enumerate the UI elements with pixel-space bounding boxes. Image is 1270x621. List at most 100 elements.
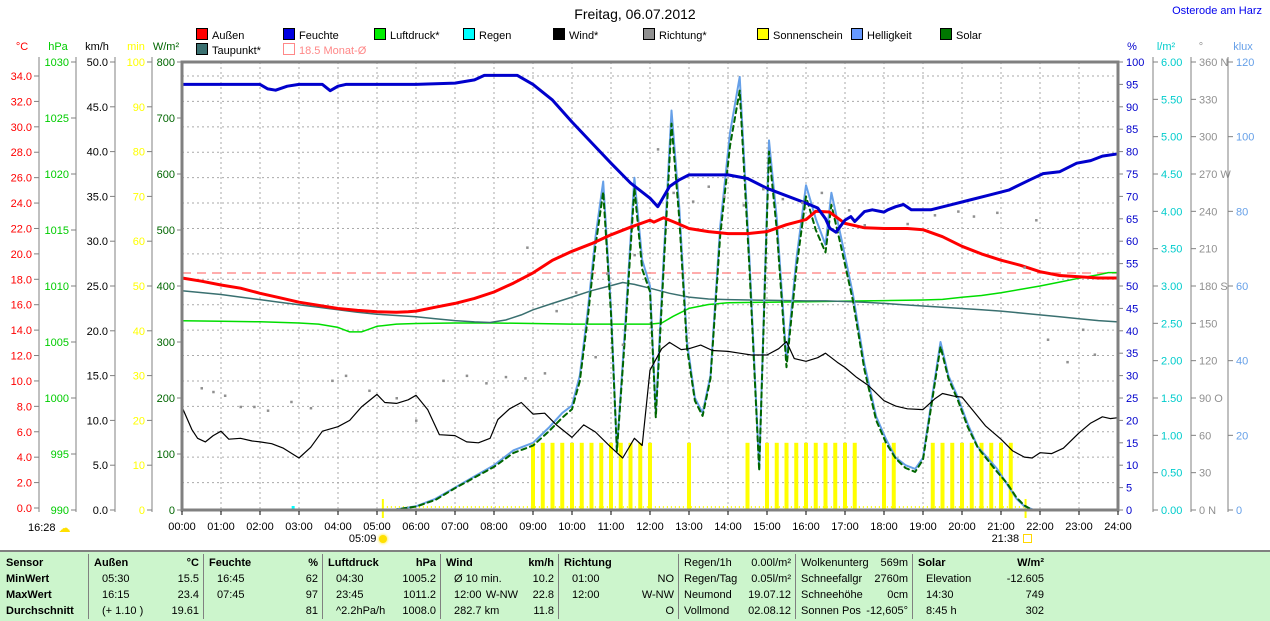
legend-label: Wind*: [569, 30, 599, 42]
weather-chart: °C 0.0 2.0 4.0 6.0 8.0 10.0 12.0 14.0 16.0 18.0 20.…: [11, 41, 1255, 533]
svg-text:100: 100: [157, 449, 175, 461]
svg-text:240: 240: [1199, 206, 1217, 218]
svg-text:°C: °C: [16, 41, 28, 53]
table-separator: [322, 554, 323, 619]
stat-value: 10.2: [532, 573, 554, 585]
stat-value: 62: [305, 573, 318, 585]
svg-text:3.50: 3.50: [1161, 244, 1182, 256]
svg-text:2.0: 2.0: [17, 478, 32, 490]
legend-label: Taupunkt*: [212, 45, 261, 57]
svg-text:06:00: 06:00: [402, 521, 430, 533]
svg-text:18.0: 18.0: [11, 274, 32, 286]
svg-text:300: 300: [1199, 132, 1217, 144]
svg-text:15:00: 15:00: [753, 521, 781, 533]
legend-swatch: [196, 43, 208, 55]
svg-text:15.0: 15.0: [87, 371, 108, 383]
stat-label: Schneehöhe: [801, 589, 863, 601]
svg-text:°: °: [1199, 41, 1203, 53]
svg-text:180 S: 180 S: [1199, 281, 1228, 293]
svg-text:210: 210: [1199, 244, 1217, 256]
stat-label: Regen/1h: [684, 557, 732, 569]
column-header: Solar: [918, 557, 946, 569]
stat-value: 19.61: [171, 605, 199, 617]
stat-time: 04:30: [336, 573, 364, 585]
stat-time: (+ 1.10 ): [102, 605, 144, 617]
svg-text:60: 60: [1126, 236, 1138, 248]
svg-text:0: 0: [1126, 505, 1132, 517]
svg-text:40: 40: [133, 326, 145, 338]
svg-text:1015: 1015: [45, 225, 69, 237]
stat-value: 569m: [880, 557, 908, 569]
stat-label: Sonnen Pos: [801, 605, 861, 617]
svg-text:120: 120: [1199, 356, 1217, 368]
svg-text:22.0: 22.0: [11, 223, 32, 235]
legend-swatch: [851, 28, 863, 40]
column-unit: W/m²: [1017, 557, 1044, 569]
svg-text:4.0: 4.0: [17, 452, 32, 464]
svg-text:19:00: 19:00: [909, 521, 937, 533]
svg-text:1.00: 1.00: [1161, 430, 1182, 442]
stat-value: W-NW: [641, 589, 674, 601]
series-feuchte: [180, 73, 1120, 234]
svg-text:500: 500: [157, 225, 175, 237]
svg-text:04:00: 04:00: [324, 521, 352, 533]
stat-value: 97: [305, 589, 318, 601]
svg-text:17:00: 17:00: [831, 521, 859, 533]
svg-text:100: 100: [1126, 57, 1144, 69]
legend-swatch: [643, 28, 655, 40]
table-separator: [912, 554, 913, 619]
svg-text:300: 300: [157, 337, 175, 349]
svg-text:00:00: 00:00: [168, 521, 196, 533]
column-header: Außen: [94, 557, 129, 569]
stat-time: Elevation: [926, 573, 972, 585]
svg-text:50: 50: [1126, 281, 1138, 293]
svg-text:12.0: 12.0: [11, 351, 32, 363]
svg-text:1.50: 1.50: [1161, 393, 1182, 405]
svg-text:70: 70: [133, 191, 145, 203]
stat-value: 1005.2: [402, 573, 436, 585]
svg-text:40: 40: [1236, 356, 1248, 368]
svg-text:13:00: 13:00: [675, 521, 703, 533]
series-wind: [181, 341, 1119, 459]
svg-text:1005: 1005: [45, 337, 69, 349]
station-link[interactable]: Osterode am Harz: [1172, 5, 1262, 17]
stat-value: 22.8: [532, 589, 554, 601]
svg-text:%: %: [1127, 41, 1137, 53]
column-unit: %: [308, 557, 318, 569]
svg-text:0.0: 0.0: [17, 503, 32, 515]
stat-time: 282.7 km: [454, 605, 500, 617]
svg-text:28.0: 28.0: [11, 147, 32, 159]
svg-text:400: 400: [157, 281, 175, 293]
svg-text:0: 0: [1236, 505, 1242, 517]
stat-value: 11.8: [533, 605, 554, 617]
svg-text:65: 65: [1126, 214, 1138, 226]
stat-time: ^2.2hPa/h: [336, 605, 386, 617]
legend-label: Luftdruck*: [390, 30, 440, 42]
stat-label: Schneefallgr: [801, 573, 863, 585]
svg-text:12:00: 12:00: [636, 521, 664, 533]
x-axis: 00:00 01:00 02:00 03:00 04:00 05:00 06:00 07:00…: [168, 511, 1132, 533]
table-separator: [678, 554, 679, 619]
svg-text:35.0: 35.0: [87, 191, 108, 203]
legend-swatch: [553, 28, 565, 40]
legend-swatch: [283, 43, 295, 55]
stat-value: NO: [657, 573, 675, 585]
table-separator: [88, 554, 89, 619]
svg-text:150: 150: [1199, 318, 1217, 330]
column-header: Richtung: [564, 557, 612, 569]
legend-item-helligkeit: Helligkeit: [851, 28, 912, 42]
svg-text:1000: 1000: [45, 393, 69, 405]
stat-value: -12,605°: [866, 605, 908, 617]
svg-text:0.50: 0.50: [1161, 468, 1182, 480]
svg-text:25.0: 25.0: [87, 281, 108, 293]
series-luftdruck: [181, 271, 1119, 333]
svg-text:1030: 1030: [45, 57, 69, 69]
svg-text:30: 30: [133, 371, 145, 383]
svg-text:20: 20: [1126, 415, 1138, 427]
stat-time: 12:00: [572, 589, 600, 601]
legend-label: Feuchte: [299, 30, 339, 42]
stat-time: 12:00: [454, 589, 482, 601]
row-label: MinWert: [6, 573, 50, 585]
legend-label: Solar: [956, 30, 982, 42]
stat-time: 16:45: [217, 573, 245, 585]
